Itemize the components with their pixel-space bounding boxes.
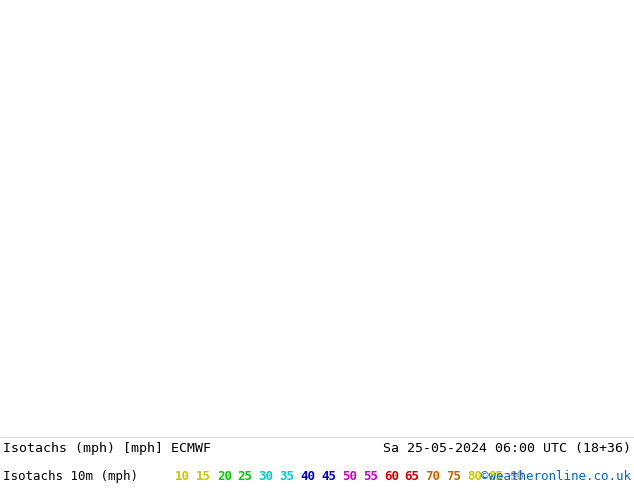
Text: 50: 50 bbox=[342, 469, 357, 483]
Text: 20: 20 bbox=[217, 469, 232, 483]
Text: 40: 40 bbox=[301, 469, 315, 483]
Text: Isotachs 10m (mph): Isotachs 10m (mph) bbox=[3, 469, 138, 483]
Text: 65: 65 bbox=[404, 469, 420, 483]
Text: 25: 25 bbox=[238, 469, 252, 483]
Text: 15: 15 bbox=[196, 469, 211, 483]
Text: Isotachs (mph) [mph] ECMWF: Isotachs (mph) [mph] ECMWF bbox=[3, 441, 211, 455]
Text: Sa 25-05-2024 06:00 UTC (18+36): Sa 25-05-2024 06:00 UTC (18+36) bbox=[383, 441, 631, 455]
Text: 55: 55 bbox=[363, 469, 378, 483]
Text: 60: 60 bbox=[384, 469, 399, 483]
Text: ©weatheronline.co.uk: ©weatheronline.co.uk bbox=[481, 469, 631, 483]
Text: 75: 75 bbox=[446, 469, 462, 483]
Text: 85: 85 bbox=[488, 469, 503, 483]
Text: 70: 70 bbox=[425, 469, 441, 483]
Text: 45: 45 bbox=[321, 469, 336, 483]
Text: 30: 30 bbox=[259, 469, 273, 483]
Text: 35: 35 bbox=[280, 469, 294, 483]
Text: 80: 80 bbox=[467, 469, 482, 483]
Text: 10: 10 bbox=[175, 469, 190, 483]
Text: 90: 90 bbox=[509, 469, 524, 483]
